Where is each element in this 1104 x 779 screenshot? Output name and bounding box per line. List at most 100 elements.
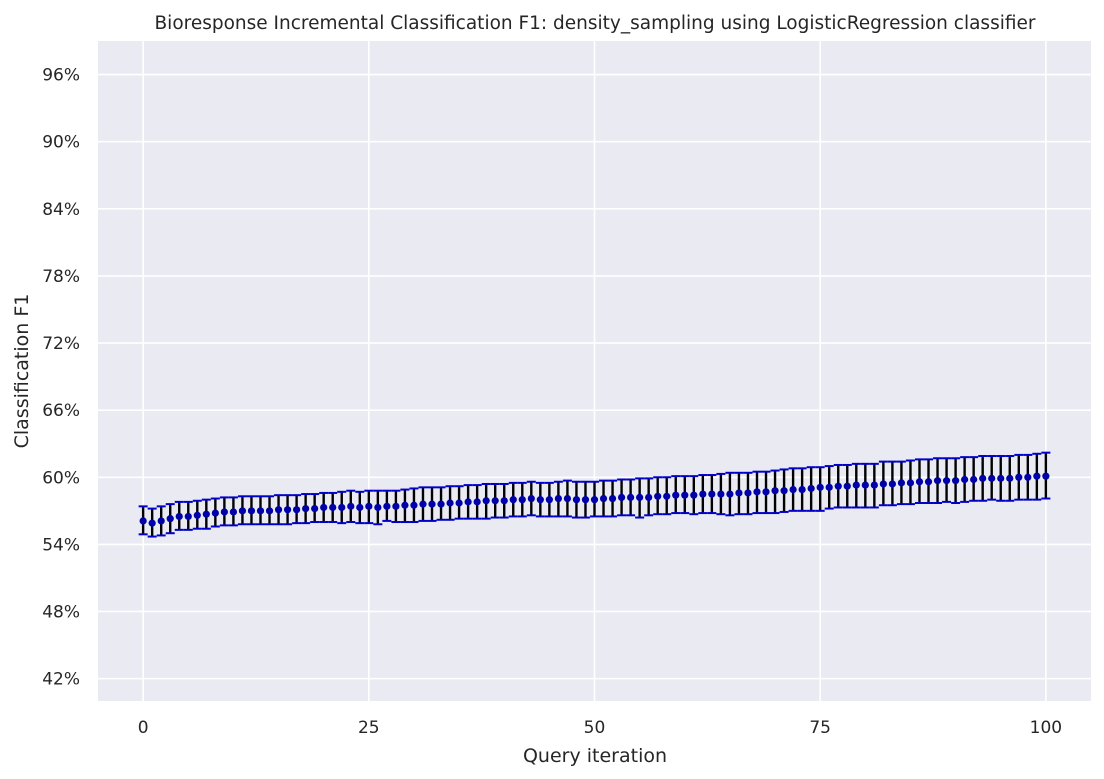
data-point bbox=[627, 493, 635, 502]
data-point bbox=[870, 481, 878, 489]
data-point bbox=[1024, 473, 1032, 481]
data-point bbox=[771, 487, 779, 495]
data-point bbox=[744, 489, 752, 497]
data-point bbox=[365, 502, 373, 510]
data-point bbox=[906, 479, 915, 487]
data-point bbox=[717, 490, 725, 498]
data-point bbox=[590, 496, 599, 504]
data-point bbox=[293, 506, 301, 514]
data-point bbox=[419, 500, 427, 508]
data-point bbox=[329, 503, 337, 512]
data-point bbox=[202, 510, 210, 518]
data-point bbox=[762, 488, 770, 496]
y-tick-label: 90% bbox=[42, 133, 80, 153]
data-point bbox=[1006, 474, 1014, 482]
data-point bbox=[924, 478, 933, 486]
data-point bbox=[374, 503, 382, 512]
data-point bbox=[636, 493, 644, 502]
y-tick-label: 96% bbox=[42, 66, 80, 86]
data-point bbox=[897, 479, 906, 487]
data-point bbox=[229, 508, 238, 516]
data-point bbox=[1033, 472, 1041, 480]
data-point bbox=[997, 474, 1005, 482]
data-point bbox=[599, 494, 608, 503]
x-tick-label: 75 bbox=[809, 718, 831, 738]
x-tick-label: 0 bbox=[138, 718, 149, 738]
data-point bbox=[708, 490, 716, 498]
data-point bbox=[256, 507, 265, 515]
x-tick-label: 25 bbox=[358, 718, 380, 738]
data-point bbox=[211, 509, 219, 517]
data-point bbox=[554, 494, 562, 503]
data-point bbox=[726, 490, 734, 498]
data-point bbox=[509, 496, 517, 504]
data-point bbox=[139, 517, 147, 525]
data-point bbox=[536, 496, 544, 504]
data-point bbox=[816, 483, 824, 491]
data-point bbox=[446, 499, 454, 507]
y-tick-labels: 42% 48% 54% 60% 66% 72% 78% 84% 90% 96% bbox=[42, 66, 80, 690]
data-point bbox=[861, 481, 869, 489]
data-point bbox=[798, 485, 806, 494]
data-point bbox=[392, 502, 400, 510]
data-point bbox=[274, 506, 283, 514]
y-gridlines bbox=[98, 73, 1091, 680]
data-point bbox=[735, 489, 743, 497]
y-tick-label: 72% bbox=[42, 334, 80, 354]
data-point bbox=[690, 491, 698, 499]
chart-title: Bioresponse Incremental Classification F… bbox=[154, 13, 1035, 34]
x-tick-label: 100 bbox=[1030, 718, 1062, 738]
y-axis-label: Classification F1 bbox=[11, 294, 33, 449]
data-point bbox=[347, 502, 355, 510]
data-point bbox=[518, 496, 526, 504]
data-point bbox=[311, 504, 319, 513]
data-points bbox=[139, 472, 1050, 527]
data-point bbox=[979, 474, 987, 482]
data-point bbox=[915, 478, 924, 486]
y-tick-label: 42% bbox=[42, 670, 80, 690]
x-gridlines bbox=[142, 41, 1047, 701]
data-point bbox=[961, 475, 969, 484]
data-point bbox=[663, 492, 671, 500]
data-point bbox=[401, 501, 409, 509]
data-point bbox=[617, 493, 626, 502]
y-tick-label: 60% bbox=[42, 468, 80, 488]
data-point bbox=[807, 484, 815, 493]
data-point bbox=[888, 480, 897, 488]
data-point bbox=[645, 493, 653, 502]
data-point bbox=[283, 506, 292, 514]
data-point bbox=[825, 483, 833, 491]
data-point bbox=[780, 487, 788, 495]
data-point bbox=[428, 500, 436, 508]
y-tick-label: 48% bbox=[42, 603, 80, 623]
data-point bbox=[852, 481, 860, 489]
data-point bbox=[951, 477, 960, 485]
data-point bbox=[410, 501, 418, 509]
data-point bbox=[437, 500, 445, 508]
data-point bbox=[843, 482, 851, 490]
data-point bbox=[157, 517, 165, 525]
data-point bbox=[879, 480, 887, 488]
x-tick-labels: 0 25 50 75 100 bbox=[138, 718, 1062, 738]
data-point bbox=[581, 496, 590, 504]
data-point bbox=[175, 512, 183, 521]
data-point bbox=[166, 515, 174, 523]
data-point bbox=[193, 511, 201, 519]
data-point bbox=[356, 503, 364, 512]
data-point bbox=[699, 490, 707, 498]
data-point bbox=[942, 477, 951, 485]
data-point bbox=[220, 508, 228, 516]
data-point bbox=[681, 491, 689, 499]
y-tick-label: 78% bbox=[42, 267, 80, 287]
data-point bbox=[988, 474, 996, 482]
data-point bbox=[572, 496, 581, 504]
data-point bbox=[527, 494, 535, 503]
data-point bbox=[672, 491, 680, 499]
data-point bbox=[753, 488, 761, 496]
data-point bbox=[302, 504, 310, 513]
data-point bbox=[933, 477, 942, 485]
data-point bbox=[148, 519, 156, 527]
data-point bbox=[1015, 473, 1023, 481]
